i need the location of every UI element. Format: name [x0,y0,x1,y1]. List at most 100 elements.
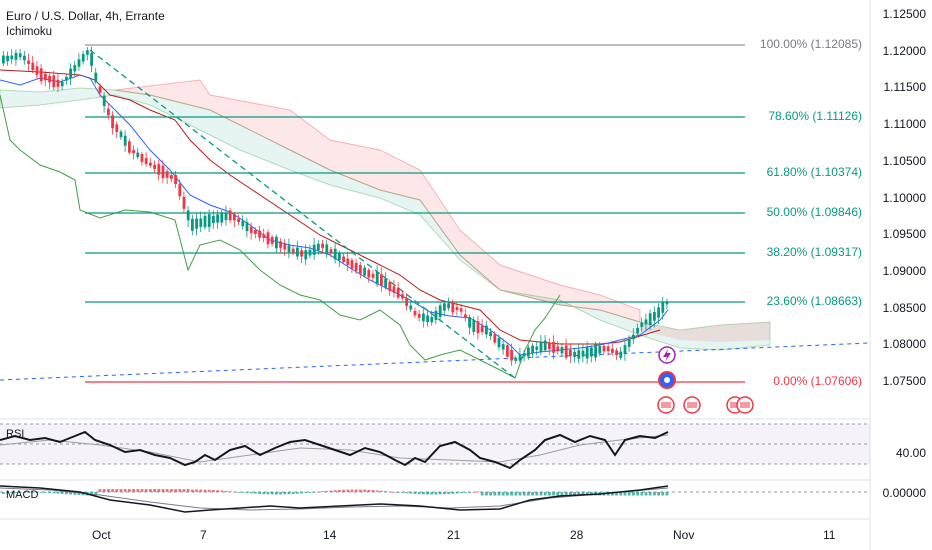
candle-body [615,350,618,356]
macd-histogram-bar [573,492,576,496]
candle-body [489,332,492,337]
candle-body [69,68,72,79]
candle-body [602,345,606,352]
us-flag-icon[interactable] [683,396,701,414]
macd-histogram-bar [585,492,589,496]
candle-body [606,346,610,352]
candle-body [312,244,316,255]
macd-histogram-bar [48,492,51,493]
candle-body [392,286,396,293]
candle-body [270,236,274,244]
macd-histogram-bar [388,491,392,493]
macd-histogram-bar [405,492,408,494]
candle-body [65,76,68,81]
macd-histogram-bar [14,492,18,493]
candle-body [178,184,182,197]
macd-histogram-bar [627,492,631,496]
us-flag-icon[interactable] [736,396,754,414]
rsi-label[interactable]: RSI [6,428,25,440]
macd-histogram-bar [98,489,102,492]
trend-line-dashed-blue [0,342,871,381]
macd-histogram-bar [191,489,194,492]
candle-body [354,262,358,271]
macd-histogram-bar [2,492,5,494]
macd-label[interactable]: MACD [6,489,39,501]
macd-histogram-bar [262,492,266,495]
candle-body [31,62,35,71]
macd-histogram-bar [119,489,123,492]
macd-histogram-bar [375,490,379,492]
macd-histogram-bar [237,492,240,493]
candle-body [195,218,198,229]
macd-histogram-bar [27,492,30,493]
rsi-line [0,430,669,470]
macd-axis-value: 0.00000 [882,486,926,500]
macd-histogram-bar [170,489,173,492]
macd-histogram-bar [270,492,274,495]
macd-histogram-bar [207,489,211,492]
candle-body [102,95,106,106]
candle-body [396,287,400,298]
indicator-label[interactable]: Ichimoku [6,26,53,38]
candle-body [149,162,152,166]
chart-title[interactable]: Euro / U.S. Dollar, 4h, Errante [6,9,165,23]
lightning-icon[interactable] [658,346,676,364]
candle-body [44,73,47,81]
candle-body [153,164,156,169]
chikou-span [0,94,561,379]
price-tick-label: 1.10000 [882,190,926,205]
macd-histogram-bar [514,492,518,496]
macd-histogram-bar [438,492,442,495]
candle-body [384,278,387,288]
candle-body [81,54,85,62]
candle-body [535,346,539,350]
macd-histogram-bar [417,492,421,495]
candle-body [510,349,513,361]
macd-histogram-bar [564,492,568,496]
macd-histogram-bar [342,489,345,492]
macd-histogram-bar [161,489,165,492]
candle-body [501,344,505,350]
price-tick-label: 1.12000 [882,43,926,58]
macd-histogram-bar [52,492,56,494]
us-flag-icon[interactable] [657,396,675,414]
us-flag-icon[interactable] [658,371,676,389]
macd-histogram-bar [653,492,656,496]
macd-histogram-bar [157,489,161,492]
candle-body [107,108,110,116]
candle-body [115,124,119,132]
candle-body [86,50,89,55]
candle-body [52,75,56,88]
macd-histogram-bar [186,489,190,492]
candle-body [182,196,186,209]
macd-histogram-bar [556,492,560,496]
macd-histogram-bar [107,489,110,492]
candle-body [653,311,656,321]
time-tick-label: Nov [673,528,695,542]
macd-histogram-bar [136,489,140,492]
fib-level-label: 23.60% (1.08663) [766,294,862,308]
time-tick-label: Oct [92,528,111,542]
macd-histogram-bar [283,492,287,495]
candle-body [522,353,526,357]
candle-body [564,345,568,358]
candle-body [23,55,26,61]
macd-histogram-bar [308,492,312,493]
macd-histogram-bar [464,492,467,493]
candle-body [585,347,589,359]
macd-histogram-bar [300,492,303,494]
candle-body [476,321,480,334]
candle-body [266,232,270,245]
candle-body [73,65,77,72]
macd-histogram-bar [338,489,341,492]
macd-histogram-bar [325,490,329,492]
macd-histogram-bar [245,492,249,493]
candle-body [228,210,232,221]
price-tick-label: 1.08500 [882,300,926,315]
macd-histogram-bar [279,492,282,495]
macd-histogram-bar [657,492,660,496]
macd-histogram-bar [69,492,72,495]
candle-body [627,339,631,347]
candle-body [18,53,22,58]
